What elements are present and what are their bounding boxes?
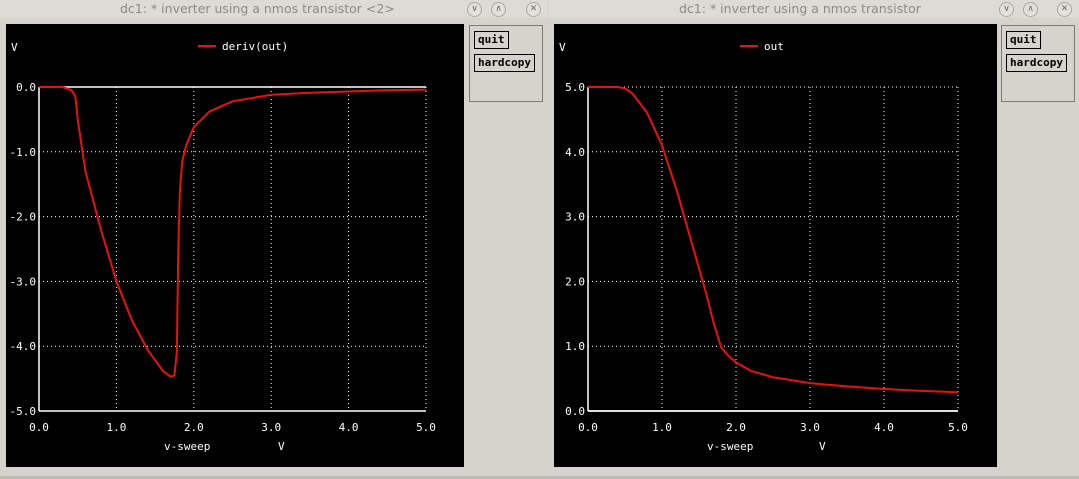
legend-label: out bbox=[764, 40, 784, 53]
minimize-icon[interactable]: ∨ bbox=[467, 2, 482, 17]
y-tick-label: 0.0 bbox=[16, 81, 36, 94]
right-window-title: dc1: * inverter using a nmos transistor bbox=[679, 1, 921, 16]
left-title-bar[interactable]: dc1: * inverter using a nmos transistor … bbox=[0, 0, 548, 18]
series-line-out bbox=[588, 86, 959, 394]
left-plot-window: dc1: * inverter using a nmos transistor … bbox=[0, 0, 548, 467]
y-tick-label: -3.0 bbox=[10, 275, 37, 288]
x-tick-label: 0.0 bbox=[578, 421, 598, 434]
legend-label: deriv(out) bbox=[222, 40, 288, 53]
left-window-title: dc1: * inverter using a nmos transistor … bbox=[120, 1, 395, 16]
y-tick-label: 3.0 bbox=[565, 211, 585, 224]
deriv-chart: 0.0 1.0 2.0 3.0 4.0 5.0 0.0 -1.0 -2.0 -3.0 -4.0 -5.… bbox=[10, 40, 436, 453]
y-tick-label: -2.0 bbox=[10, 211, 37, 224]
x-tick-label: 5.0 bbox=[948, 421, 968, 434]
y-tick-label: 0.0 bbox=[565, 405, 585, 418]
x-axis-label: v-sweep bbox=[164, 440, 210, 453]
series-line-deriv-out- bbox=[39, 86, 427, 378]
y-tick-label: 5.0 bbox=[565, 81, 585, 94]
quit-button[interactable]: quit bbox=[1006, 31, 1041, 49]
y-axis-label: V bbox=[559, 41, 566, 54]
out-chart: 0.0 1.0 2.0 3.0 4.0 5.0 0.0 1.0 2.0 3.0 4.0 5.0 out… bbox=[559, 40, 968, 453]
minimize-icon[interactable]: ∨ bbox=[999, 2, 1014, 17]
x-tick-label: 3.0 bbox=[800, 421, 820, 434]
y-axis-label: V bbox=[11, 41, 18, 54]
close-icon[interactable]: ✕ bbox=[1057, 2, 1072, 17]
maximize-icon[interactable]: ∧ bbox=[1023, 2, 1038, 17]
left-plot-area[interactable]: 0.0 1.0 2.0 3.0 4.0 5.0 0.0 -1.0 -2.0 -3.0 -4.0 -5.… bbox=[6, 24, 464, 467]
y-tick-label: -1.0 bbox=[10, 146, 37, 159]
quit-button[interactable]: quit bbox=[474, 31, 509, 49]
x-tick-label: 5.0 bbox=[416, 421, 436, 434]
right-plot-window: dc1: * inverter using a nmos transistor … bbox=[549, 0, 1079, 479]
y-tick-label: -4.0 bbox=[10, 340, 37, 353]
right-title-bar[interactable]: dc1: * inverter using a nmos transistor … bbox=[549, 0, 1079, 18]
left-button-panel: quit hardcopy bbox=[469, 25, 543, 102]
desktop-edge bbox=[0, 476, 1079, 479]
right-button-panel: quit hardcopy bbox=[1001, 25, 1075, 102]
y-tick-label: 4.0 bbox=[565, 146, 585, 159]
x-tick-label: 1.0 bbox=[106, 421, 126, 434]
x-axis-unit: V bbox=[278, 440, 285, 453]
x-tick-label: 4.0 bbox=[874, 421, 894, 434]
y-tick-label: 1.0 bbox=[565, 340, 585, 353]
x-tick-label: 3.0 bbox=[261, 421, 281, 434]
x-tick-label: 0.0 bbox=[29, 421, 49, 434]
y-tick-label: 2.0 bbox=[565, 275, 585, 288]
close-icon[interactable]: ✕ bbox=[526, 2, 541, 17]
x-axis-unit: V bbox=[819, 440, 826, 453]
right-plot-area[interactable]: 0.0 1.0 2.0 3.0 4.0 5.0 0.0 1.0 2.0 3.0 4.0 5.0 out… bbox=[554, 24, 997, 467]
hardcopy-button[interactable]: hardcopy bbox=[474, 54, 535, 72]
hardcopy-button[interactable]: hardcopy bbox=[1006, 54, 1067, 72]
y-tick-label: -5.0 bbox=[10, 405, 37, 418]
x-tick-label: 2.0 bbox=[726, 421, 746, 434]
x-tick-label: 2.0 bbox=[184, 421, 204, 434]
x-axis-label: v-sweep bbox=[707, 440, 753, 453]
maximize-icon[interactable]: ∧ bbox=[491, 2, 506, 17]
x-tick-label: 1.0 bbox=[652, 421, 672, 434]
x-tick-label: 4.0 bbox=[339, 421, 359, 434]
